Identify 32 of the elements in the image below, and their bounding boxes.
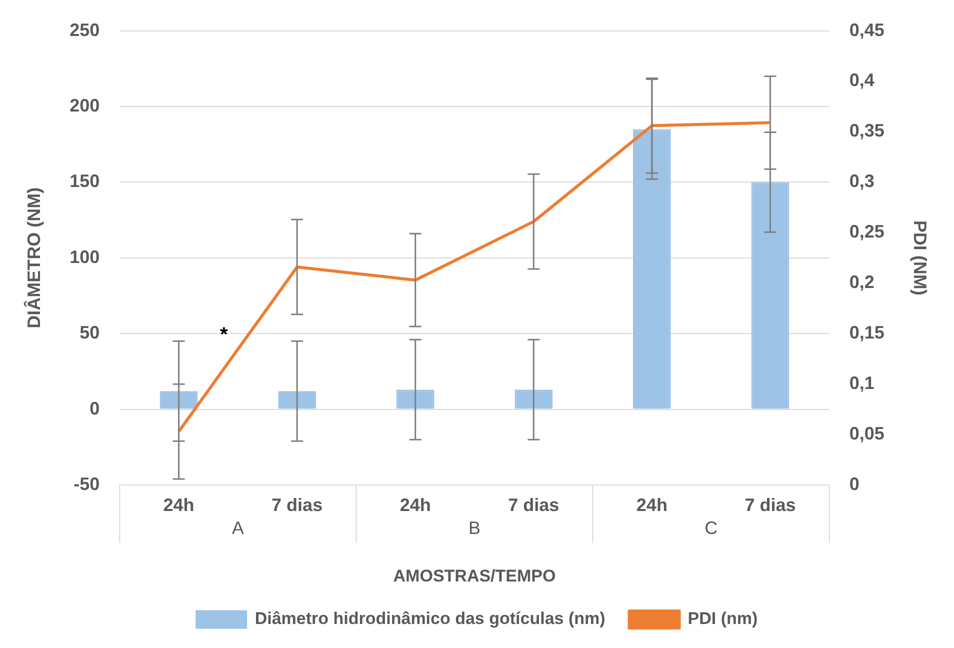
y2-tick-label: 0,25 xyxy=(849,222,884,242)
x-tick-label: 7 dias xyxy=(272,494,323,515)
y2-tick-label: 0,15 xyxy=(849,322,884,343)
y2-tick-label: 0,35 xyxy=(849,120,884,141)
x-tick-label: 24h xyxy=(163,494,194,515)
legend-label: Diâmetro hidrodinâmico das gotículas (nm) xyxy=(254,609,606,628)
x-tick-label: 24h xyxy=(400,494,431,515)
x-tick-label: 24h xyxy=(636,494,668,515)
y-tick-label: 50 xyxy=(80,322,100,343)
y2-tick-label: 0,3 xyxy=(849,171,874,192)
y-tick-label: 250 xyxy=(70,20,100,40)
text: C xyxy=(704,518,718,538)
y2-tick-label: 0,45 xyxy=(849,20,884,40)
y2-tick-label: 0,4 xyxy=(849,70,874,90)
x-tick-label: 7 dias xyxy=(744,494,796,515)
x-axis-title: AMOSTRAS/TEMPO xyxy=(393,566,556,586)
legend-label: PDI (nm) xyxy=(688,609,758,628)
y2-tick-label: 0 xyxy=(849,474,860,494)
y2-tick-label: 0,1 xyxy=(849,373,874,394)
text: A xyxy=(232,518,244,538)
y-tick-label: -50 xyxy=(74,474,100,494)
y2-tick-label: 0,2 xyxy=(849,272,874,292)
text: B xyxy=(468,518,481,538)
y2-axis-title: PDI (NM) xyxy=(910,220,930,296)
y-axis-title: DIÂMETRO (NM) xyxy=(22,187,44,328)
y-tick-label: 100 xyxy=(70,246,100,267)
y-tick-label: 0 xyxy=(90,398,100,418)
annotation: * xyxy=(220,324,228,346)
y-tick-label: 200 xyxy=(70,95,100,116)
y-tick-label: 150 xyxy=(70,171,100,192)
y2-tick-label: 0,05 xyxy=(849,424,884,444)
x-tick-label: 7 dias xyxy=(508,494,560,515)
